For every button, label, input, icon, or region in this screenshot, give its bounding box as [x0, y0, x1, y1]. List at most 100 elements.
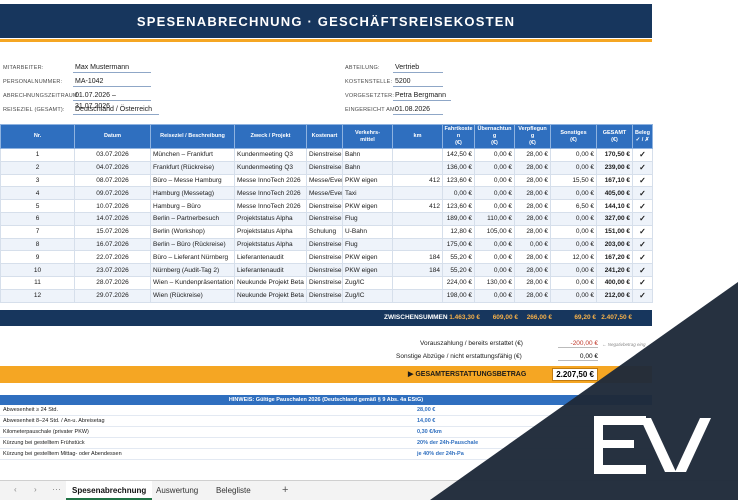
- table-cell-purpose[interactable]: Lieferantenaudit: [234, 263, 307, 277]
- flat-rate-value[interactable]: 20% der 24h-Pauschale: [417, 440, 479, 446]
- table-cell-total[interactable]: 241,20 €: [596, 263, 633, 277]
- table-cell-transport[interactable]: Bahn: [342, 160, 393, 175]
- table-cell-purpose[interactable]: Neukunde Projekt Beta: [234, 288, 307, 303]
- col-header-other[interactable]: Sonstiges (€): [550, 124, 597, 149]
- table-cell-date[interactable]: 04.07.2026: [74, 160, 151, 175]
- table-cell-cost-type[interactable]: Messe/Event: [306, 173, 343, 188]
- table-cell-date[interactable]: 28.07.2026: [74, 275, 151, 290]
- table-cell-total[interactable]: 170,50 €: [596, 148, 633, 162]
- table-cell-lodging[interactable]: 0,00 €: [474, 148, 515, 162]
- table-cell-lodging[interactable]: 0,00 €: [474, 173, 515, 188]
- table-cell-other[interactable]: 0,00 €: [550, 148, 597, 162]
- col-header-receipt[interactable]: Beleg ✓ / ✗: [632, 124, 653, 149]
- col-header-meals[interactable]: Verpflegun g (€): [514, 124, 551, 149]
- table-cell-lodging[interactable]: 110,00 €: [474, 211, 515, 226]
- table-cell-transport[interactable]: Taxi: [342, 186, 393, 201]
- table-cell-lodging[interactable]: 0,00 €: [474, 199, 515, 213]
- table-cell-nr[interactable]: 4: [0, 186, 75, 201]
- info-value-department[interactable]: Vertrieb: [393, 62, 443, 73]
- table-cell-travel-cost[interactable]: 198,00 €: [442, 288, 475, 303]
- table-cell-lodging[interactable]: 0,00 €: [474, 263, 515, 277]
- col-header-transport[interactable]: Verkehrs- mittel: [342, 124, 393, 149]
- col-header-km[interactable]: km: [392, 124, 443, 149]
- table-cell-receipt[interactable]: ✓: [632, 186, 653, 201]
- table-cell-lodging[interactable]: 130,00 €: [474, 275, 515, 290]
- table-cell-purpose[interactable]: Messe InnoTech 2026: [234, 173, 307, 188]
- table-cell-travel-cost[interactable]: 224,00 €: [442, 275, 475, 290]
- table-cell-nr[interactable]: 7: [0, 224, 75, 239]
- table-cell-receipt[interactable]: ✓: [632, 211, 653, 226]
- table-cell-travel-cost[interactable]: 123,60 €: [442, 199, 475, 213]
- table-cell-km[interactable]: 412: [392, 173, 443, 188]
- col-header-nr[interactable]: Nr.: [0, 124, 75, 149]
- table-cell-date[interactable]: 29.07.2026: [74, 288, 151, 303]
- table-cell-meals[interactable]: 28,00 €: [514, 263, 551, 277]
- table-cell-meals[interactable]: 28,00 €: [514, 173, 551, 188]
- table-cell-purpose[interactable]: Kundenmeeting Q3: [234, 148, 307, 162]
- table-cell-total[interactable]: 144,10 €: [596, 199, 633, 213]
- subtotal-other[interactable]: 69,20 €: [574, 314, 596, 321]
- table-cell-km[interactable]: [392, 237, 443, 252]
- table-cell-cost-type[interactable]: Dienstreise: [306, 275, 343, 290]
- table-cell-travel-cost[interactable]: 123,60 €: [442, 173, 475, 188]
- table-cell-destination[interactable]: Berlin – Partnerbesuch: [150, 211, 235, 226]
- subtotal-lodging[interactable]: 609,00 €: [492, 314, 518, 321]
- info-value-destination[interactable]: Deutschland / Österreich: [73, 104, 159, 115]
- table-cell-purpose[interactable]: Messe InnoTech 2026: [234, 186, 307, 201]
- table-cell-nr[interactable]: 1: [0, 148, 75, 162]
- table-cell-lodging[interactable]: 0,00 €: [474, 237, 515, 252]
- table-cell-transport[interactable]: U-Bahn: [342, 224, 393, 239]
- table-cell-purpose[interactable]: Projektstatus Alpha: [234, 224, 307, 239]
- table-cell-nr[interactable]: 2: [0, 160, 75, 175]
- table-cell-lodging[interactable]: 0,00 €: [474, 186, 515, 201]
- table-cell-total[interactable]: 151,00 €: [596, 224, 633, 239]
- col-header-cost-type[interactable]: Kostenart: [306, 124, 343, 149]
- table-cell-other[interactable]: 0,00 €: [550, 263, 597, 277]
- table-cell-transport[interactable]: PKW eigen: [342, 173, 393, 188]
- table-cell-date[interactable]: 08.07.2026: [74, 173, 151, 188]
- col-header-lodging[interactable]: Übernachtun g (€): [474, 124, 515, 149]
- table-cell-lodging[interactable]: 0,00 €: [474, 288, 515, 303]
- flat-rate-value[interactable]: je 40% der 24h-Pa: [417, 451, 464, 457]
- table-cell-lodging[interactable]: 0,00 €: [474, 160, 515, 175]
- total-value[interactable]: 2.207,50 €: [552, 368, 598, 381]
- table-cell-destination[interactable]: München – Frankfurt: [150, 148, 235, 162]
- table-cell-cost-type[interactable]: Dienstreise: [306, 237, 343, 252]
- table-cell-date[interactable]: 14.07.2026: [74, 211, 151, 226]
- deduction-value[interactable]: 0,00 €: [558, 353, 598, 361]
- table-cell-other[interactable]: 0,00 €: [550, 186, 597, 201]
- info-value-submitted[interactable]: 01.08.2026: [393, 104, 443, 115]
- table-cell-receipt[interactable]: ✓: [632, 250, 653, 265]
- table-cell-travel-cost[interactable]: 0,00 €: [442, 186, 475, 201]
- table-cell-destination[interactable]: Berlin (Workshop): [150, 224, 235, 239]
- table-cell-km[interactable]: [392, 160, 443, 175]
- table-cell-receipt[interactable]: ✓: [632, 237, 653, 252]
- table-cell-other[interactable]: 0,00 €: [550, 237, 597, 252]
- table-cell-meals[interactable]: 28,00 €: [514, 199, 551, 213]
- table-cell-nr[interactable]: 11: [0, 275, 75, 290]
- table-cell-km[interactable]: 412: [392, 199, 443, 213]
- table-cell-purpose[interactable]: Lieferantenaudit: [234, 250, 307, 265]
- table-cell-transport[interactable]: Zug/IC: [342, 288, 393, 303]
- subtotal-total[interactable]: 2.407,50 €: [601, 314, 632, 321]
- table-cell-nr[interactable]: 5: [0, 199, 75, 213]
- table-cell-km[interactable]: 184: [392, 263, 443, 277]
- table-cell-receipt[interactable]: ✓: [632, 263, 653, 277]
- table-cell-cost-type[interactable]: Messe/Event: [306, 186, 343, 201]
- table-cell-destination[interactable]: Frankfurt (Rückreise): [150, 160, 235, 175]
- table-cell-total[interactable]: 167,10 €: [596, 173, 633, 188]
- table-cell-lodging[interactable]: 105,00 €: [474, 224, 515, 239]
- info-value-supervisor[interactable]: Petra Bergmann: [393, 90, 451, 101]
- table-cell-meals[interactable]: 28,00 €: [514, 148, 551, 162]
- table-cell-travel-cost[interactable]: 55,20 €: [442, 250, 475, 265]
- table-cell-km[interactable]: [392, 148, 443, 162]
- info-value-period[interactable]: 01.07.2026 – 31.07.2026: [73, 90, 151, 110]
- tab-spesenabrechnung[interactable]: Spesenabrechnung: [66, 481, 153, 500]
- table-cell-meals[interactable]: 28,00 €: [514, 250, 551, 265]
- table-cell-total[interactable]: 405,00 €: [596, 186, 633, 201]
- table-cell-travel-cost[interactable]: 189,00 €: [442, 211, 475, 226]
- table-cell-other[interactable]: 12,00 €: [550, 250, 597, 265]
- table-cell-receipt[interactable]: ✓: [632, 148, 653, 162]
- table-cell-other[interactable]: 0,00 €: [550, 160, 597, 175]
- table-cell-other[interactable]: 0,00 €: [550, 275, 597, 290]
